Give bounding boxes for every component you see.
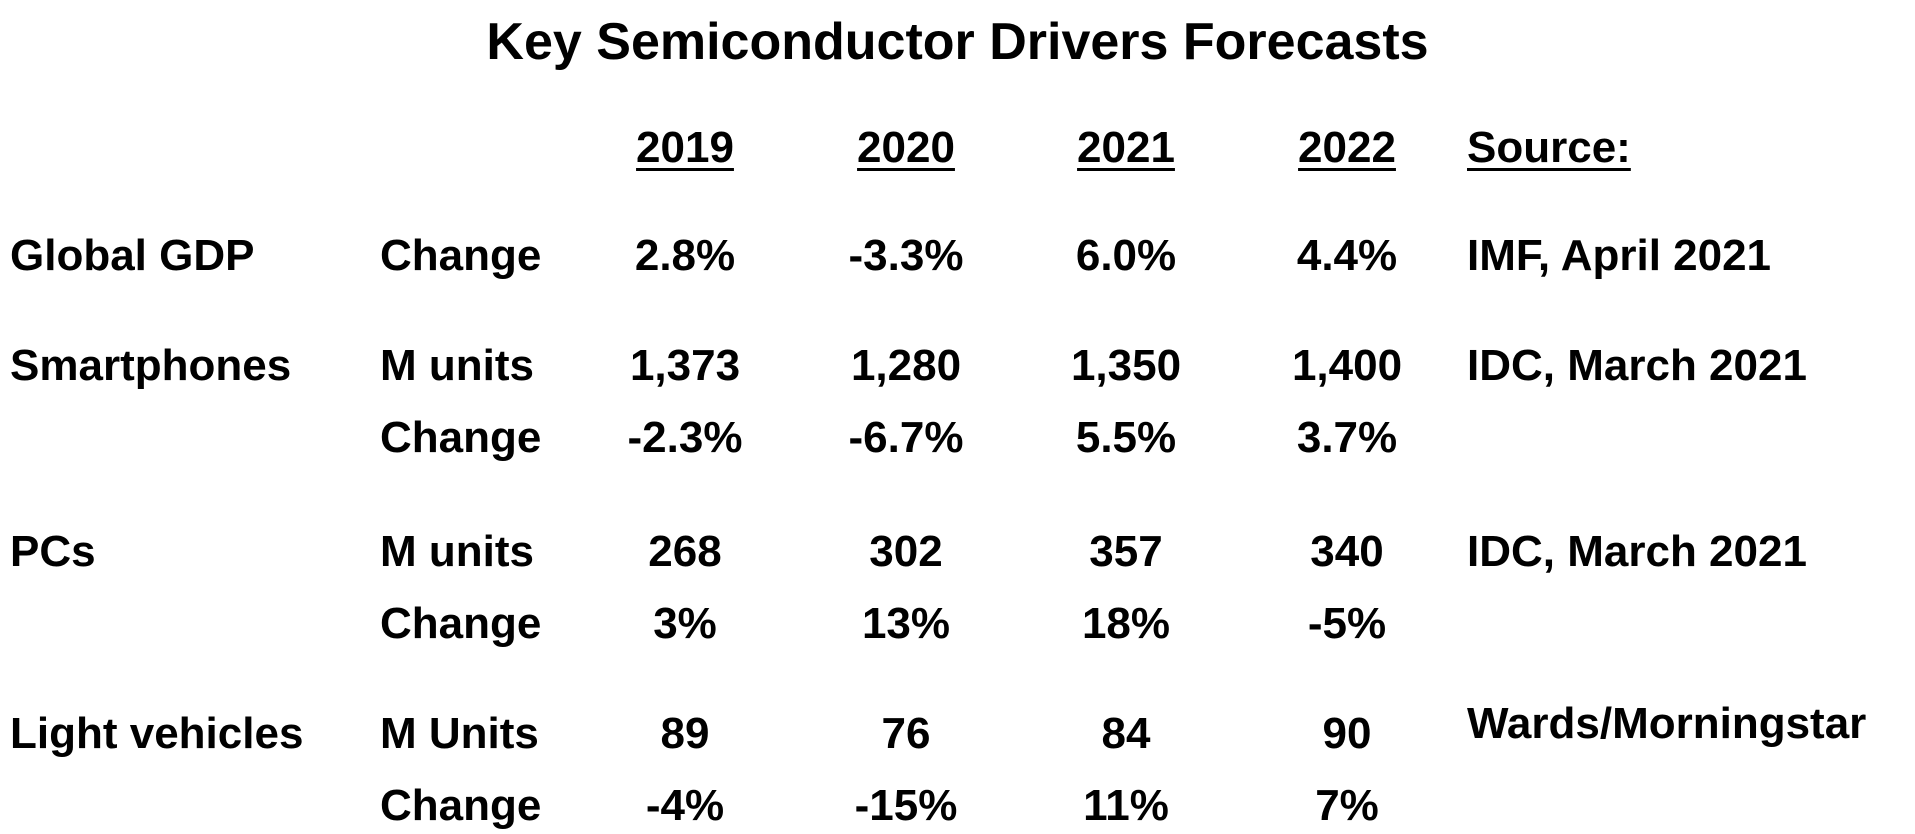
row-source: IMF, April 2021 (1467, 231, 1772, 280)
row-category: Light vehicles (10, 709, 304, 758)
row-metric: Change (380, 231, 542, 280)
source-header: Source: (1467, 123, 1631, 172)
value-2020: -15% (854, 781, 958, 830)
value-2021: 18% (1081, 599, 1171, 648)
value-2020: 13% (861, 599, 951, 648)
row-category: Global GDP (10, 231, 255, 280)
year-header-2021: 2021 (1077, 123, 1175, 172)
row-category: PCs (10, 527, 96, 576)
value-2021: 6.0% (1075, 231, 1177, 280)
value-2020: 302 (869, 527, 943, 576)
value-2019: 2.8% (634, 231, 736, 280)
value-2020: -3.3% (848, 231, 964, 280)
value-2019: 89 (660, 709, 710, 758)
row-metric: M units (380, 341, 534, 390)
value-2020: -6.7% (848, 413, 964, 462)
value-2021: 11% (1083, 781, 1169, 830)
year-header-2019: 2019 (636, 123, 734, 172)
value-2020: 76 (881, 709, 931, 758)
value-2022: -5% (1307, 599, 1387, 648)
value-2019: 268 (648, 527, 722, 576)
value-2022: 4.4% (1296, 231, 1398, 280)
row-source: Wards/Morningstar (1467, 699, 1867, 748)
value-2019: -4% (645, 781, 725, 830)
value-2022: 340 (1310, 527, 1384, 576)
row-metric: M Units (380, 709, 539, 758)
value-2022: 3.7% (1296, 413, 1398, 462)
row-metric: Change (380, 781, 542, 830)
value-2021: 5.5% (1075, 413, 1177, 462)
row-source: IDC, March 2021 (1467, 341, 1807, 390)
year-header-2020: 2020 (857, 123, 955, 172)
row-category: Smartphones (10, 341, 292, 390)
value-2021: 1,350 (1070, 341, 1182, 390)
value-2021: 84 (1101, 709, 1151, 758)
year-header-2022: 2022 (1298, 123, 1396, 172)
value-2022: 90 (1322, 709, 1372, 758)
value-2021: 357 (1089, 527, 1163, 576)
value-2019: -2.3% (627, 413, 743, 462)
value-2019: 3% (653, 599, 717, 648)
row-source: IDC, March 2021 (1467, 527, 1807, 576)
page-title: Key Semiconductor Drivers Forecasts (486, 13, 1429, 71)
row-metric: M units (380, 527, 534, 576)
row-metric: Change (380, 413, 542, 462)
row-metric: Change (380, 599, 542, 648)
value-2019: 1,373 (629, 341, 741, 390)
value-2020: 1,280 (850, 341, 962, 390)
value-2022: 1,400 (1291, 341, 1403, 390)
value-2022: 7% (1315, 781, 1379, 830)
